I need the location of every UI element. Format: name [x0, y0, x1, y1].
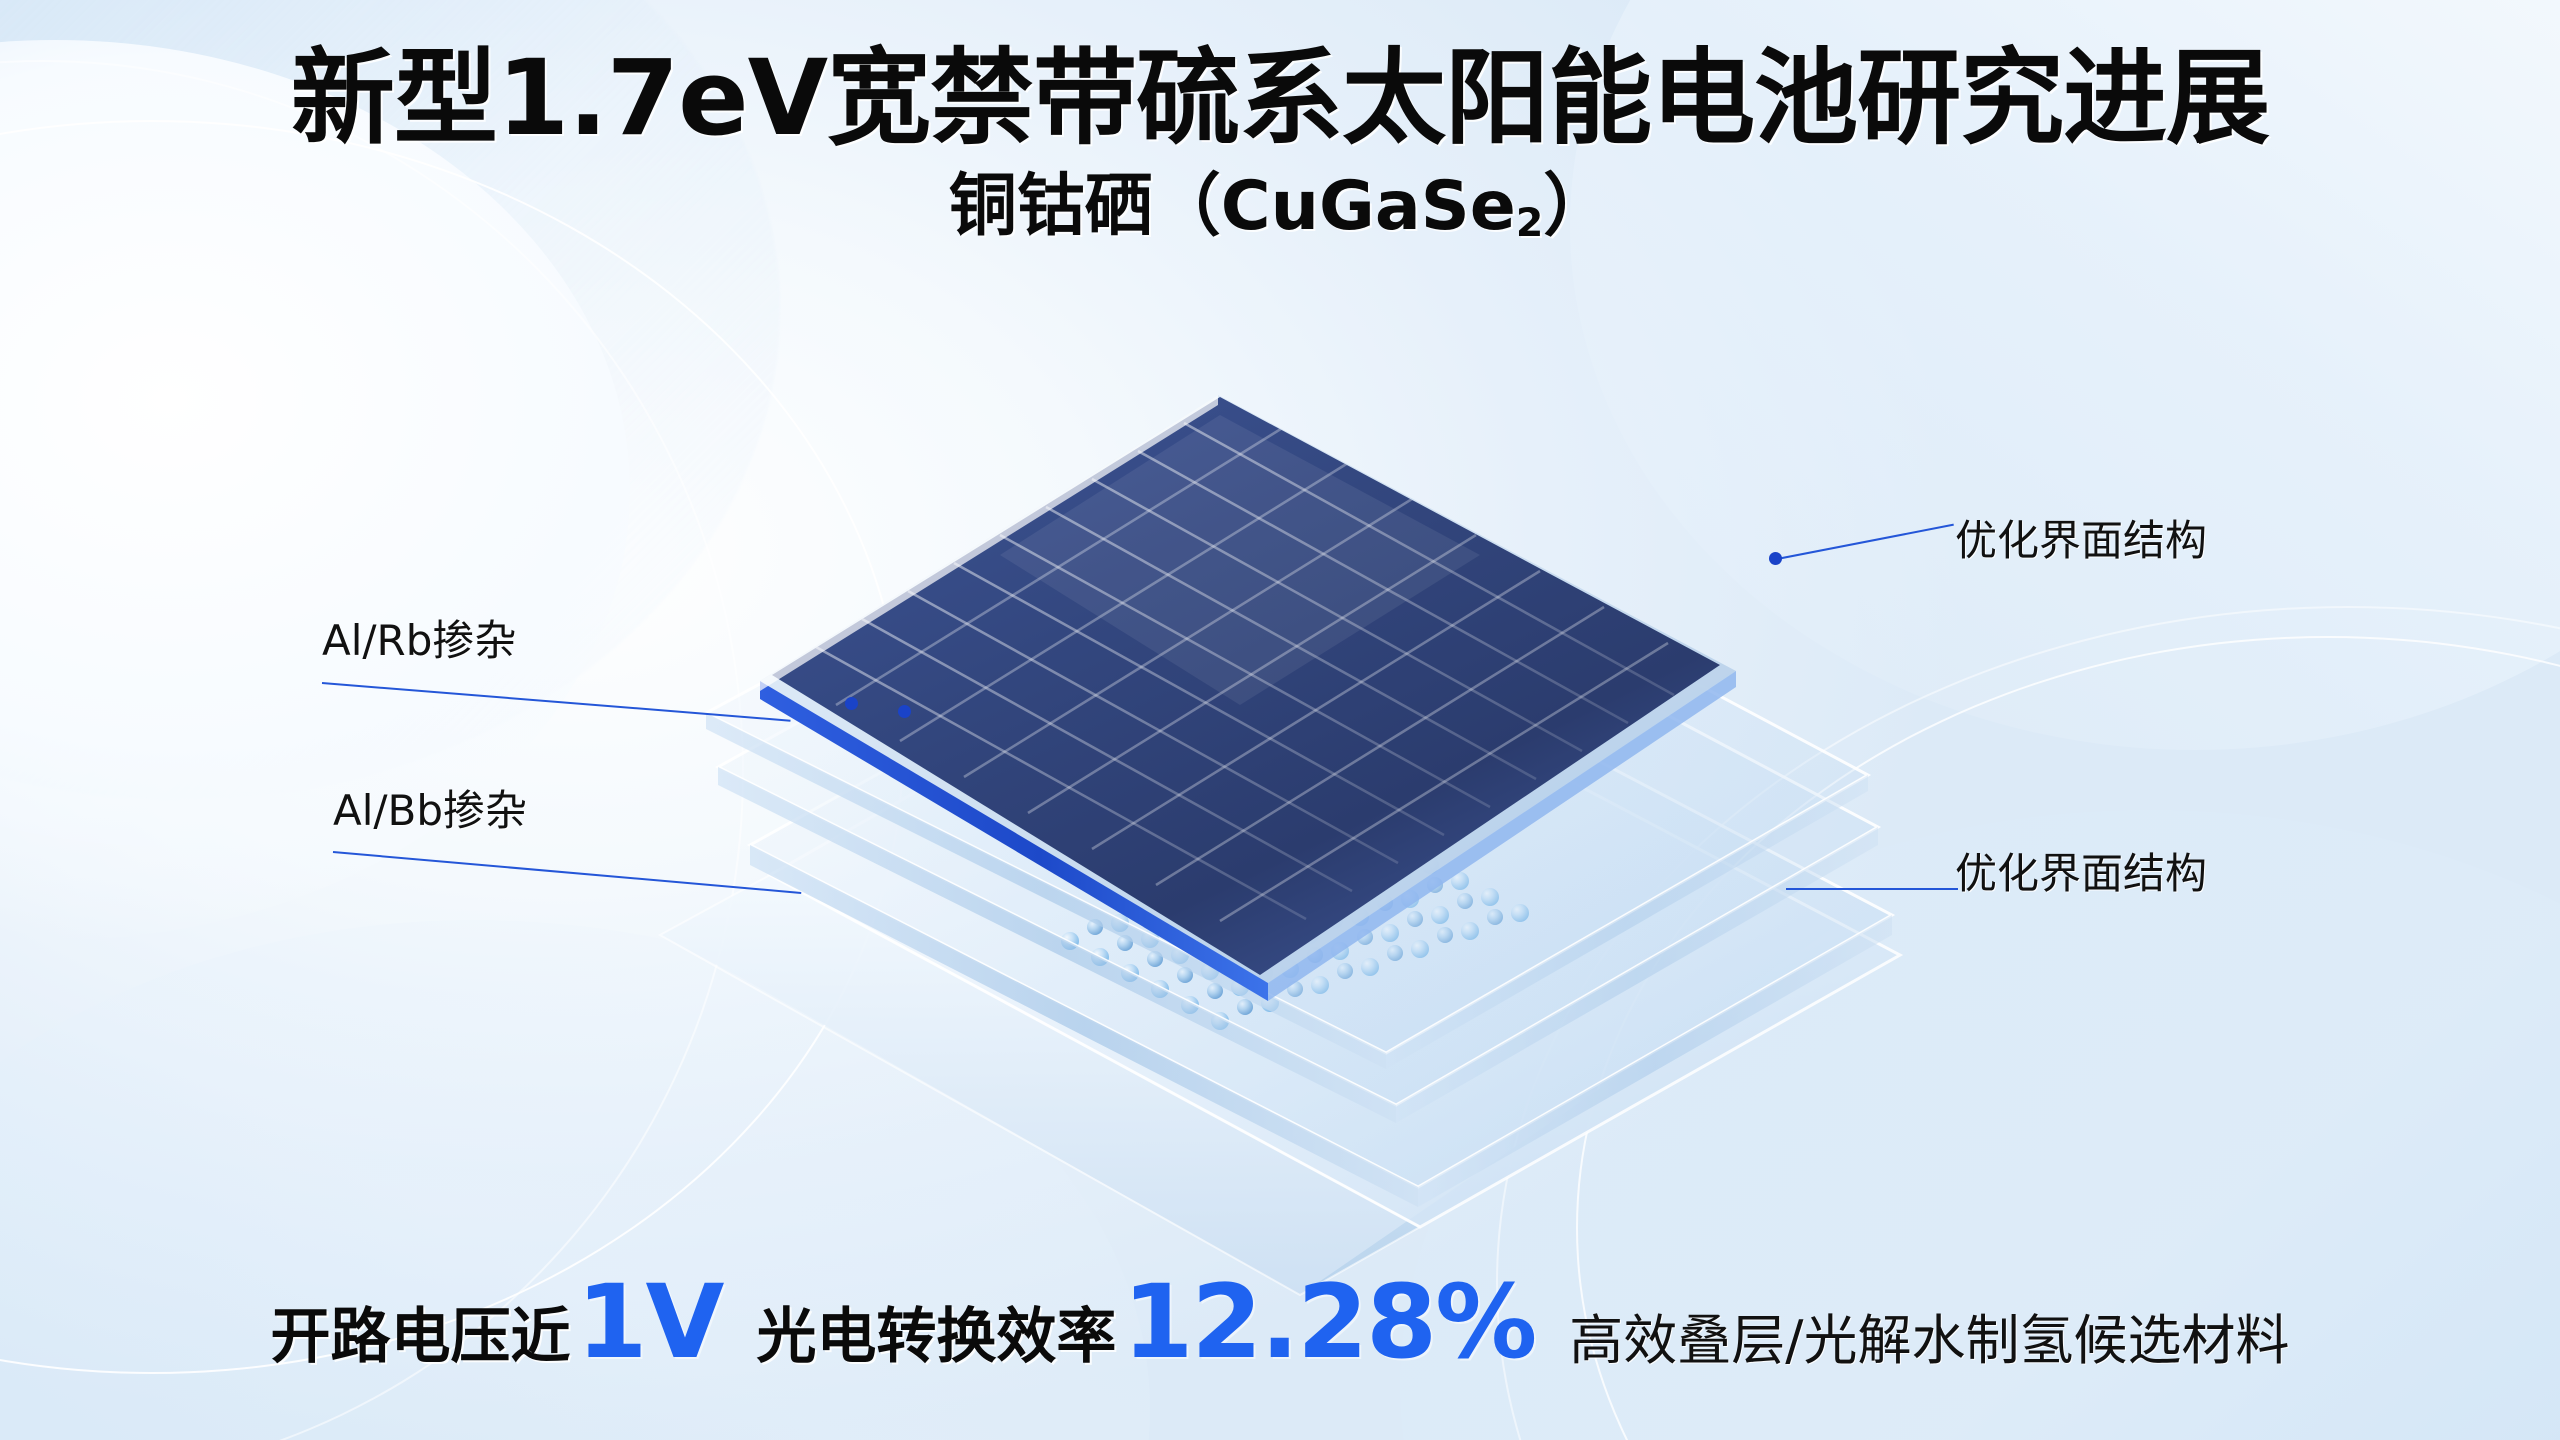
callout-label-bottom-right: 优化界面结构 — [1955, 849, 2208, 898]
callout-label-left-upper: Al/Rb掺杂 — [322, 616, 517, 665]
subtitle-prefix: 铜钴硒（CuGaSe — [948, 167, 1516, 247]
subtitle-suffix: ） — [1543, 167, 1612, 247]
callout-leader-bottom-right — [1786, 888, 1958, 890]
statistics-row: 开路电压近 1V 光电转换效率 12.28% 高效叠层/光解水制氢候选材料 — [0, 1263, 2560, 1383]
stat-label-voltage: 开路电压近 — [270, 1302, 571, 1373]
stat-label-efficiency: 光电转换效率 — [756, 1302, 1117, 1373]
callout-left-upper: Al/Rb掺杂 — [322, 620, 516, 662]
solar-cell-illustration — [600, 375, 1960, 1297]
layer-front-glass-pv-grid — [760, 395, 1736, 1001]
subtitle-subscript: 2 — [1515, 200, 1544, 247]
stat-conversion-efficiency: 光电转换效率 12.28% — [756, 1263, 1537, 1383]
stat-open-circuit-voltage: 开路电压近 1V — [270, 1263, 725, 1383]
callout-anchor-dot-top-right — [1769, 552, 1782, 565]
callout-anchor-dot-left-upper-b — [898, 705, 911, 718]
page-title: 新型1.7eV宽禁带硫系太阳能电池研究进展 — [290, 37, 2270, 159]
callout-anchor-dot-left-upper-a — [845, 697, 858, 710]
callout-top-right: 优化界面结构 — [1955, 520, 2207, 562]
callout-label-top-right: 优化界面结构 — [1955, 516, 2208, 565]
stat-value-efficiency: 12.28% — [1122, 1263, 1537, 1383]
heading-block: 新型1.7eV宽禁带硫系太阳能电池研究进展 铜钴硒（CuGaSe2） — [0, 40, 2560, 246]
callout-label-left-lower: Al/Bb掺杂 — [333, 786, 528, 835]
callout-left-lower: Al/Bb掺杂 — [333, 790, 527, 832]
stat-value-voltage: 1V — [576, 1263, 725, 1383]
page-subtitle: 铜钴硒（CuGaSe2） — [0, 167, 2560, 247]
callout-bottom-right: 优化界面结构 — [1955, 853, 2207, 895]
tagline: 高效叠层/光解水制氢候选材料 — [1569, 1309, 2290, 1372]
